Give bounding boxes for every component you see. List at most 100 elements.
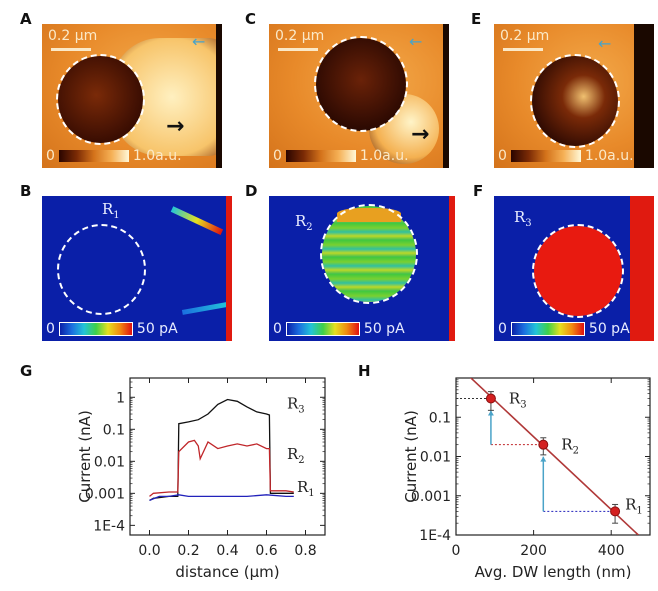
y-tick-label: 0.1	[429, 410, 451, 426]
scale-bar-label: 0.2 µm	[48, 28, 98, 44]
dashed-circle-outline	[314, 36, 408, 132]
x-tick-label: 200	[520, 543, 547, 559]
x-tick-label: 400	[598, 543, 625, 559]
panel-label-h: H	[358, 362, 371, 380]
black-arrow-icon: →	[411, 122, 430, 147]
x-tick-label: 0.0	[138, 543, 160, 559]
y-tick-label: 0.001	[85, 486, 125, 502]
y-tick-label: 1	[116, 390, 125, 406]
chart-g-current-profile: 1 0.1 0.01 0.001 1E-4 0.0 0.2 0.4 0.6 0.8 distance…	[76, 377, 326, 581]
conduction-streak	[170, 206, 224, 235]
region-label: R2	[295, 212, 313, 233]
blue-arrow-icon: ←	[192, 32, 206, 51]
y-tick-label: 1E-4	[93, 518, 125, 534]
electrode-edge	[443, 24, 449, 168]
scale-bar	[503, 48, 543, 51]
colorbar-gradient	[285, 322, 360, 336]
series-label-r2: R2	[287, 445, 305, 466]
electrode-edge	[449, 196, 455, 341]
electrode-edge	[216, 24, 222, 168]
colorbar-max: 1.0a.u.	[132, 148, 182, 164]
panel-label-b: B	[20, 182, 32, 200]
colorbar-min: 0	[273, 148, 282, 164]
panel-label-c: C	[245, 10, 257, 28]
panel-label-f: F	[473, 182, 484, 200]
blue-arrow-icon: ←	[598, 34, 612, 53]
colorbar-afm: 0 1.0a.u.	[273, 148, 409, 164]
colorbar-gradient	[510, 150, 581, 162]
colorbar-current: 0 50 pA	[46, 321, 178, 337]
colorbar-min: 0	[498, 321, 507, 337]
colorbar-current: 0 50 pA	[273, 321, 405, 337]
panel-label-a: A	[20, 10, 32, 28]
panel-label-e: E	[471, 10, 482, 28]
region-label: R3	[514, 208, 532, 229]
colorbar-max: 50 pA	[363, 321, 405, 337]
panel-label-d: D	[245, 182, 258, 200]
x-tick-label: 0.2	[177, 543, 199, 559]
y-tick-label: 0.01	[420, 450, 451, 466]
colorbar-gradient	[58, 322, 133, 336]
point-label-r2: R2	[561, 436, 579, 457]
colorbar-min: 0	[46, 321, 55, 337]
afm-image-c: 0.2 µm ← → 0 1.0a.u.	[269, 24, 449, 168]
colorbar-gradient	[58, 150, 129, 162]
scale-bar	[278, 48, 318, 51]
scale-bar-label: 0.2 µm	[500, 28, 550, 44]
colorbar-max: 1.0a.u.	[359, 148, 409, 164]
series-label-r3: R3	[287, 394, 305, 415]
y-tick-label: 0.1	[103, 422, 125, 438]
scale-bar	[51, 48, 91, 51]
afm-image-e: 0.2 µm ← 0 1.0a.u.	[494, 24, 654, 168]
colorbar-max: 50 pA	[136, 321, 178, 337]
x-tick-label: 0.6	[255, 543, 277, 559]
data-point-r3	[485, 393, 496, 404]
x-axis-label: distance (µm)	[175, 563, 279, 581]
chart-h-current-vs-length: 0.1 0.01 0.001 1E-40 200 400 Avg. DW length (n…	[402, 377, 651, 581]
electrode-edge	[634, 24, 654, 168]
dashed-circle-outline	[57, 224, 146, 315]
x-tick-label: 0.4	[216, 543, 238, 559]
colorbar-gradient	[285, 150, 356, 162]
current-map-d: R2 0 50 pA	[269, 196, 455, 341]
black-arrow-icon: →	[166, 114, 185, 139]
afm-image-a: 0.2 µm ← → 0 1.0a.u.	[42, 24, 222, 168]
colorbar-afm: 0 1.0a.u.	[498, 148, 634, 164]
x-tick-label: 0.8	[294, 543, 316, 559]
current-map-b: R1 0 50 pA	[42, 196, 232, 341]
y-tick-label: 0.001	[411, 489, 451, 505]
y-tick-label: 0.01	[94, 454, 125, 470]
fit-line	[469, 378, 639, 535]
y-axis-label: Current (nA)	[76, 410, 94, 503]
blue-arrow-icon: ←	[409, 32, 423, 51]
series-line-r1	[149, 494, 294, 502]
electrode-edge	[630, 196, 654, 341]
dashed-circle-outline	[56, 54, 145, 145]
current-map-f: R3 0 50 pA	[494, 196, 654, 341]
series-line-r2	[149, 439, 294, 497]
data-point-r1	[610, 506, 621, 517]
colorbar-min: 0	[46, 148, 55, 164]
point-label-r1: R1	[625, 495, 643, 516]
electrode-edge	[226, 196, 232, 341]
blue-arrow-head-icon	[540, 456, 547, 462]
colorbar-afm: 0 1.0a.u.	[46, 148, 182, 164]
dashed-circle-outline	[532, 224, 624, 318]
y-tick-label: 1E-4	[419, 528, 451, 544]
data-point-r2	[538, 439, 549, 450]
x-axis-label: Avg. DW length (nm)	[475, 563, 632, 581]
scale-bar-label: 0.2 µm	[275, 28, 325, 44]
conduction-streak	[181, 302, 228, 315]
colorbar-min: 0	[273, 321, 282, 337]
blue-arrow-head-icon	[487, 410, 494, 416]
region-label: R1	[102, 200, 120, 221]
panel-label-g: G	[20, 362, 33, 380]
series-line-r3	[149, 398, 294, 501]
series-label-r1: R1	[297, 478, 315, 499]
y-axis-label: Current (nA)	[402, 410, 420, 503]
x-tick-label: 0	[452, 543, 461, 559]
dashed-circle-outline	[530, 54, 620, 148]
dashed-circle-outline	[320, 204, 418, 304]
colorbar-max: 50 pA	[588, 321, 630, 337]
colorbar-min: 0	[498, 148, 507, 164]
